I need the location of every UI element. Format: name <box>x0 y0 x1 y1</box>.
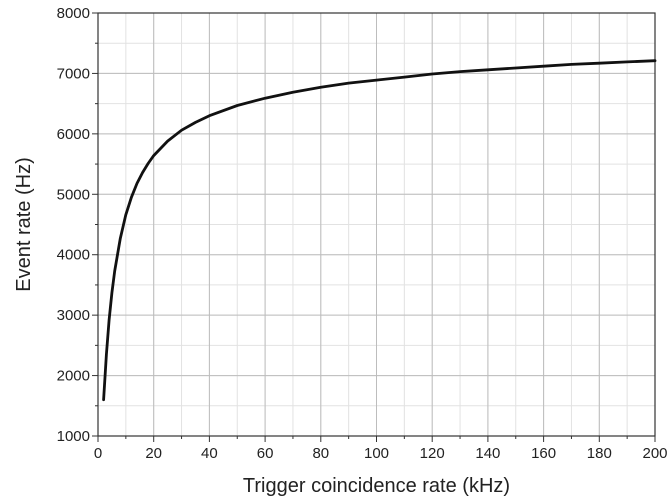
x-tick-label: 200 <box>642 445 667 462</box>
y-tick-label: 5000 <box>57 186 90 203</box>
y-tick-label: 6000 <box>57 126 90 143</box>
tick-labels: 0 20 40 60 80 100 120 140 160 180 200 1000 2000 3000 4… <box>57 5 668 462</box>
x-tick-label: 0 <box>94 445 102 462</box>
axis-ticks <box>92 12 656 442</box>
x-tick-label: 60 <box>257 445 274 462</box>
x-tick-label: 80 <box>312 445 329 462</box>
x-tick-label: 160 <box>531 445 556 462</box>
y-tick-label: 2000 <box>57 368 90 385</box>
x-tick-label: 20 <box>145 445 162 462</box>
y-axis-label: Event rate (Hz) <box>13 157 35 291</box>
y-tick-label: 7000 <box>57 65 90 82</box>
x-tick-label: 100 <box>364 445 389 462</box>
y-tick-label: 4000 <box>57 247 90 264</box>
x-tick-label: 40 <box>201 445 218 462</box>
x-tick-label: 180 <box>587 445 612 462</box>
event-rate-curve <box>102 59 657 402</box>
y-tick-label: 3000 <box>57 307 90 324</box>
x-tick-label: 120 <box>420 445 445 462</box>
x-tick-label: 140 <box>475 445 500 462</box>
grid-lines <box>97 12 656 437</box>
x-axis-label: Trigger coincidence rate (kHz) <box>243 475 510 497</box>
y-tick-label: 1000 <box>57 428 90 445</box>
y-tick-label: 8000 <box>57 5 90 22</box>
